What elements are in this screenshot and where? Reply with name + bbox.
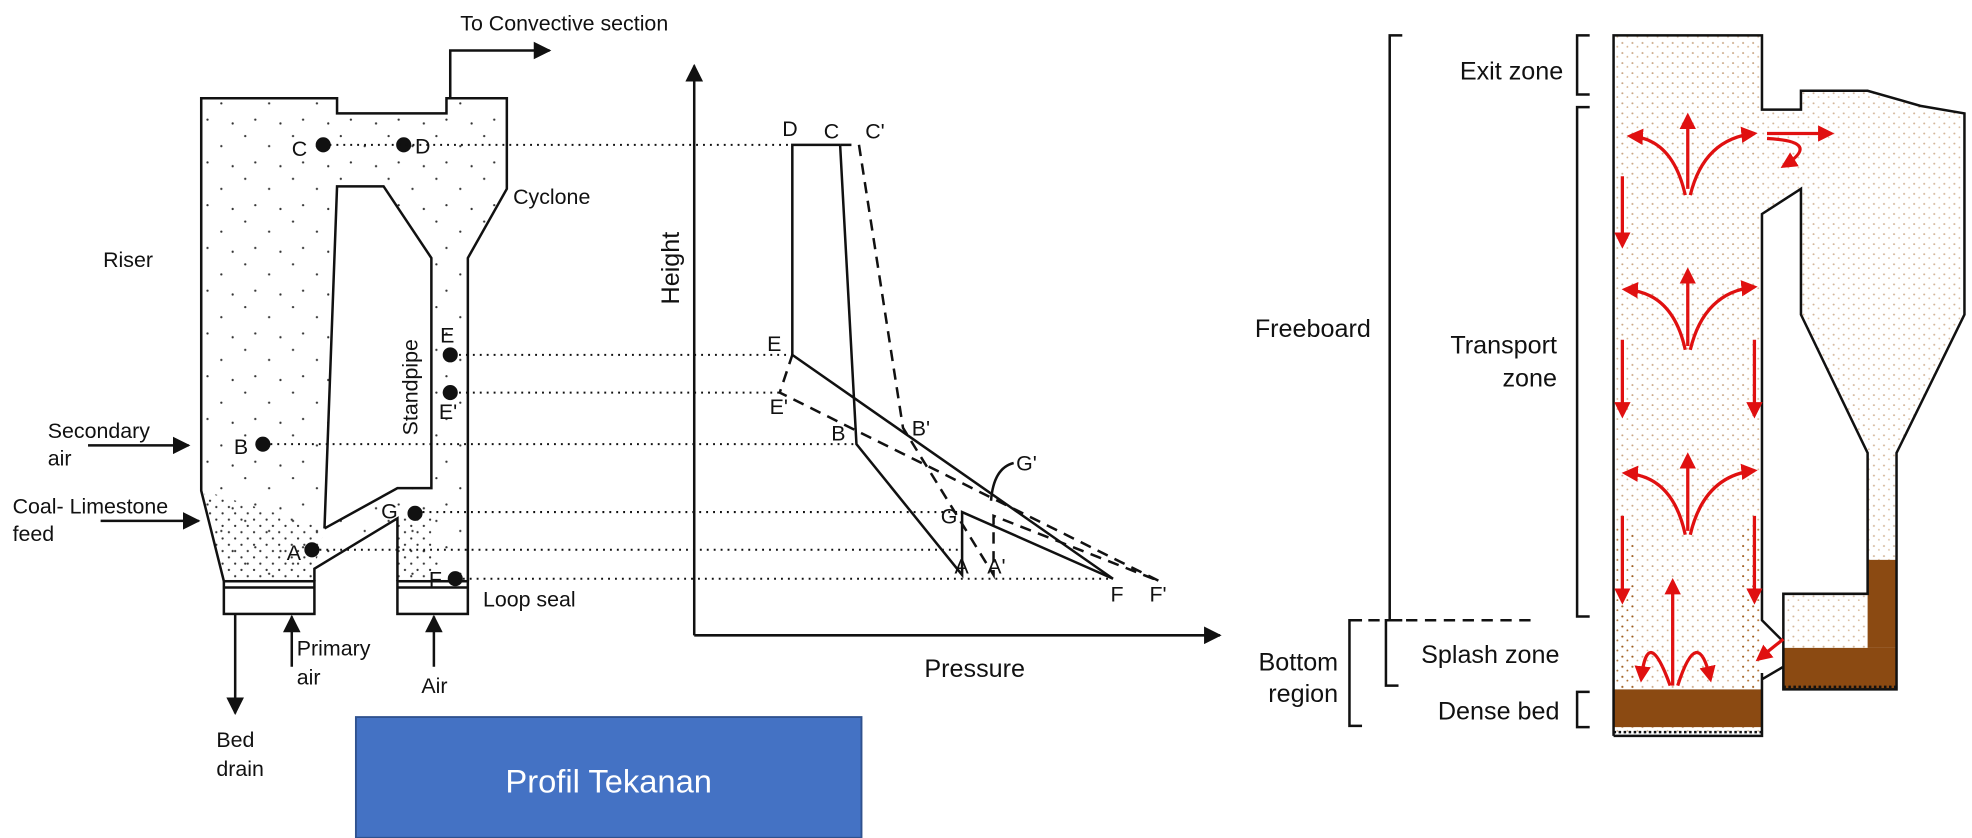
zone-label: Transport zone	[1450, 332, 1557, 393]
flow-arrows	[1614, 112, 1835, 687]
feed-label: Coal- Limestone feed	[13, 494, 169, 546]
point-label: C	[292, 137, 307, 161]
primary-air-label: Primary air	[297, 636, 371, 689]
point-label: G'	[1016, 452, 1037, 476]
point-label: A	[955, 555, 970, 579]
point-label: F	[1111, 582, 1124, 606]
point-label: B	[234, 435, 248, 459]
point-label: F	[429, 567, 442, 591]
loop-seal-label: Loop seal	[483, 587, 576, 611]
point-label: B'	[912, 416, 930, 440]
title-box	[354, 716, 863, 838]
point-label: G	[381, 499, 398, 523]
zone-label: Bottom region	[1258, 649, 1338, 708]
y-axis-label: Height	[657, 232, 685, 305]
cfb-schematic: To Convective section Riser Cyclone Stan…	[13, 11, 669, 781]
air-label: Air	[421, 674, 447, 698]
secondary-air-label: Secondary air	[48, 419, 151, 471]
zone-label: Dense bed	[1438, 698, 1560, 726]
level-lines	[270, 143, 1114, 580]
point-label: E'	[439, 400, 457, 424]
standpipe-label: Standpipe	[399, 339, 423, 435]
point-label: F'	[1149, 582, 1166, 606]
title-box-label: Profil Tekanan	[505, 763, 712, 800]
point-label: E	[767, 332, 781, 356]
point-label: C	[824, 120, 839, 144]
point-label: G	[941, 504, 958, 528]
cfb-zones: Exit zone Freeboard Transport zone Bottom…	[1255, 34, 1966, 738]
point-label: E'	[770, 395, 788, 419]
zone-label: Exit zone	[1460, 57, 1563, 85]
point-label: C'	[865, 120, 885, 144]
point-label: A	[287, 541, 302, 565]
point-label: D	[415, 135, 430, 159]
cyclone-label: Cyclone	[513, 185, 590, 209]
zone-label: Splash zone	[1421, 641, 1559, 669]
outlet-label: To Convective section	[460, 11, 668, 35]
x-axis-label: Pressure	[924, 655, 1025, 683]
zone-label: Freeboard	[1255, 315, 1371, 343]
point-label: A'	[987, 555, 1005, 579]
point-label: B	[831, 421, 845, 445]
bed-drain-label: Bed drain	[216, 728, 264, 781]
point-label: D	[782, 117, 797, 141]
point-label: E	[440, 323, 454, 347]
pressure-profile: Height Pressure D C C' E E' B B' G' G A …	[657, 63, 1222, 683]
riser-label: Riser	[103, 248, 153, 272]
